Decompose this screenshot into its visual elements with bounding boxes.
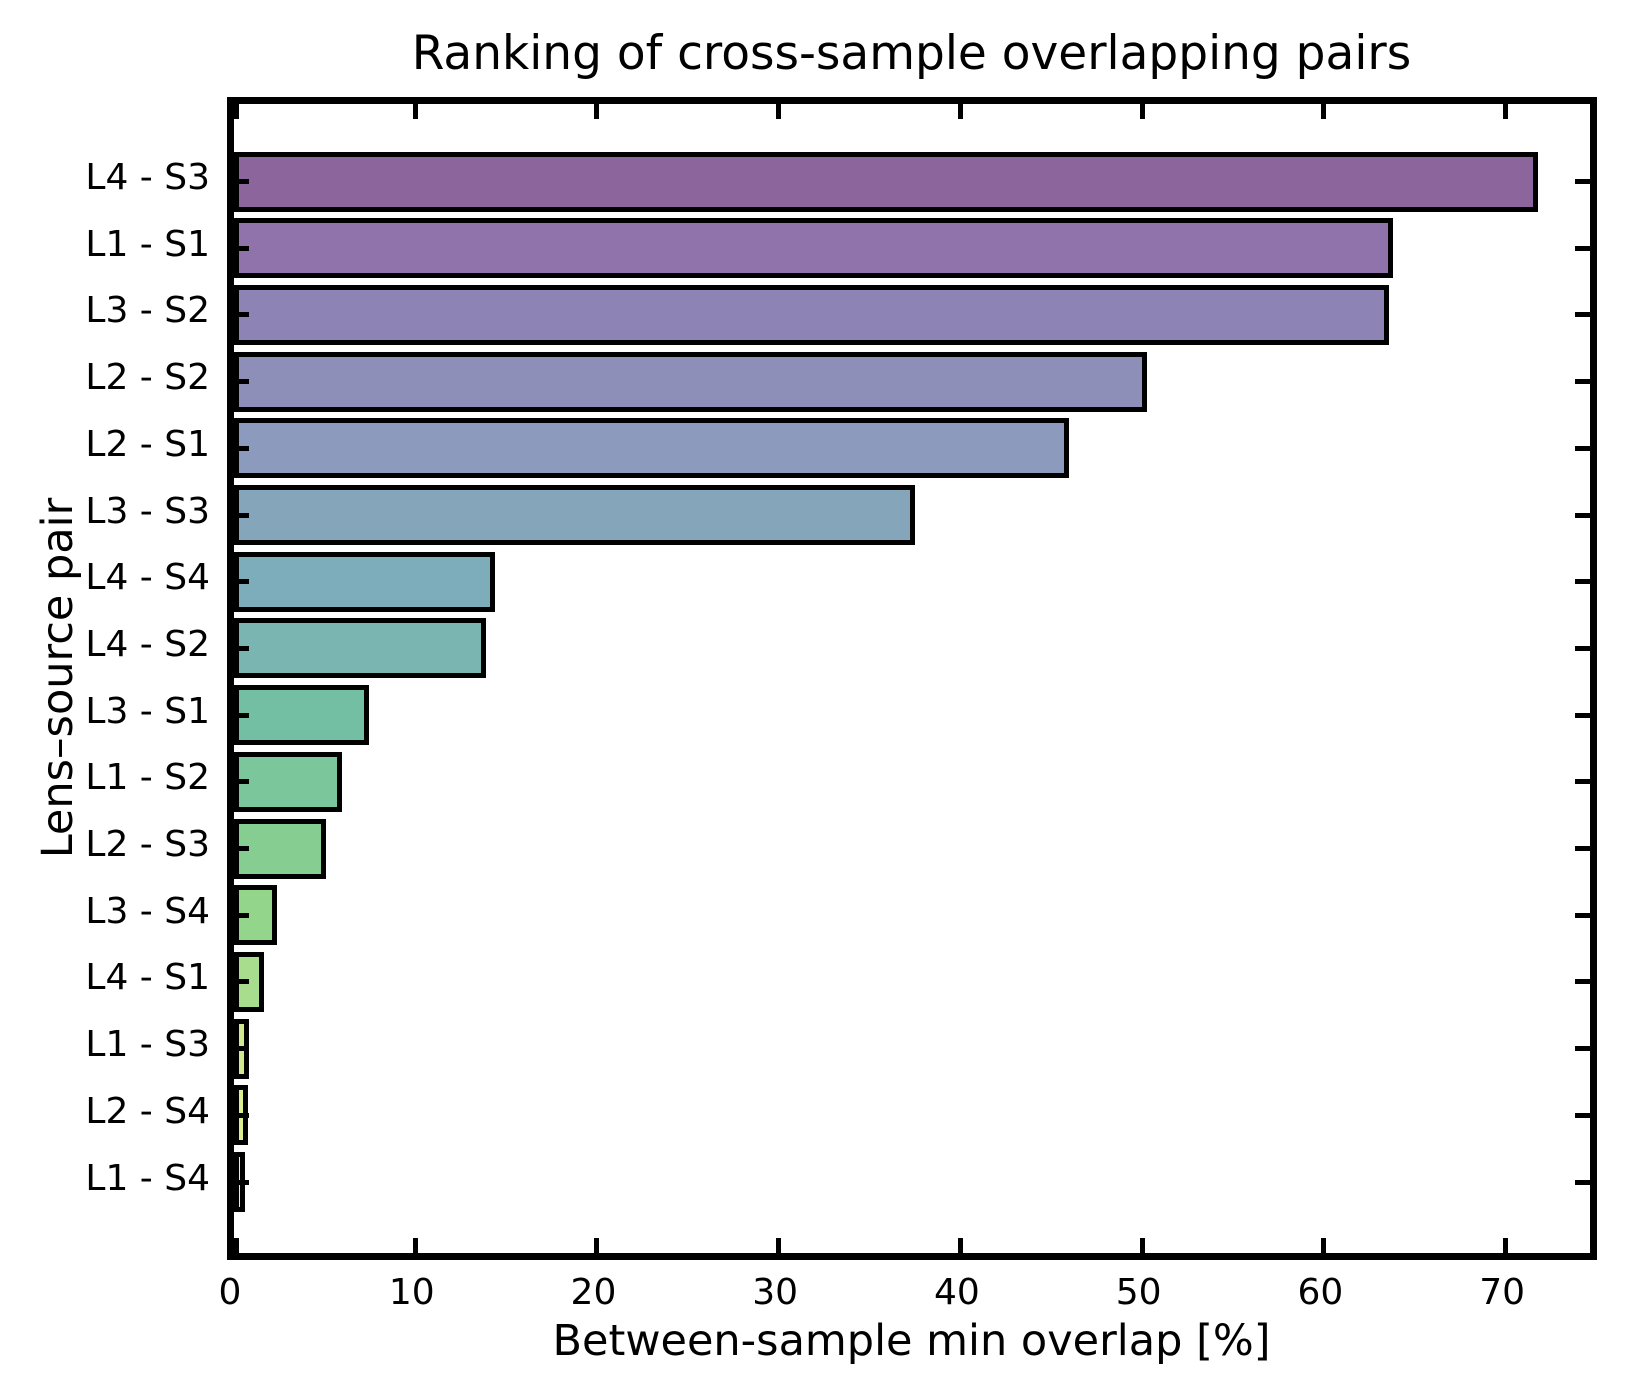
x-tick-label: 0 — [218, 1272, 242, 1313]
bar-L3-S2 — [233, 284, 1389, 345]
x-tick-bottom — [412, 1237, 418, 1253]
y-tick-right — [1574, 445, 1590, 451]
x-tick-label: 40 — [934, 1272, 980, 1313]
bar-L2-S2 — [233, 351, 1148, 412]
x-tick-top — [594, 103, 600, 119]
y-tick-label: L4 - S2 — [85, 623, 210, 665]
y-tick-right — [1574, 1112, 1590, 1118]
x-tick-bottom — [1321, 1237, 1327, 1253]
y-tick-right — [1574, 979, 1590, 985]
y-tick-label: L1 - S1 — [85, 223, 210, 265]
y-tick-left — [233, 445, 249, 451]
bar-L3-S1 — [233, 685, 370, 746]
bar-L2-S1 — [233, 418, 1070, 479]
y-tick-label: L3 - S4 — [85, 890, 210, 932]
bar-L4-S2 — [233, 618, 486, 679]
x-tick-top — [776, 103, 782, 119]
x-tick-top — [1503, 103, 1509, 119]
y-tick-left — [233, 1112, 249, 1118]
x-tick-label: 30 — [752, 1272, 799, 1313]
x-tick-label: 20 — [570, 1272, 617, 1313]
y-tick-left — [233, 379, 249, 385]
y-tick-right — [1574, 1179, 1590, 1185]
y-tick-label: L4 - S1 — [85, 957, 210, 999]
y-tick-left — [233, 1046, 249, 1052]
y-tick-right — [1574, 645, 1590, 651]
y-tick-right — [1574, 312, 1590, 318]
y-tick-left — [233, 179, 249, 184]
y-tick-right — [1574, 712, 1590, 718]
y-tick-left — [233, 312, 249, 318]
y-tick-right — [1574, 846, 1590, 851]
y-tick-left — [233, 645, 249, 651]
y-tick-label: L1 - S2 — [85, 757, 210, 799]
x-axis-label: Between-sample min overlap [%] — [552, 1316, 1271, 1366]
y-tick-left — [233, 846, 249, 851]
x-tick-bottom — [776, 1237, 782, 1253]
x-tick-label: 60 — [1297, 1272, 1344, 1313]
bar-L4-S3 — [233, 151, 1538, 212]
y-tick-left — [233, 512, 249, 518]
bar-L1-S2 — [233, 751, 343, 812]
chart-title: Ranking of cross-sample overlapping pair… — [411, 26, 1412, 81]
y-tick-label: L1 - S3 — [85, 1024, 210, 1066]
y-tick-right — [1574, 379, 1590, 385]
y-tick-right — [1574, 1046, 1590, 1052]
x-tick-top — [1139, 103, 1145, 119]
y-tick-right — [1574, 245, 1590, 251]
x-tick-bottom — [957, 1237, 963, 1253]
x-tick-top — [957, 103, 963, 119]
y-tick-label: L2 - S3 — [85, 824, 210, 865]
y-tick-left — [233, 779, 249, 785]
x-tick-bottom — [594, 1237, 600, 1253]
x-tick-bottom — [233, 1237, 239, 1253]
y-tick-right — [1574, 912, 1590, 918]
y-tick-right — [1574, 512, 1590, 518]
y-tick-right — [1574, 779, 1590, 785]
x-tick-top — [1321, 103, 1327, 119]
y-tick-left — [233, 912, 249, 918]
x-tick-top — [233, 103, 239, 119]
y-tick-left — [233, 712, 249, 718]
y-tick-label: L2 - S1 — [85, 423, 210, 465]
y-tick-right — [1574, 179, 1590, 184]
y-tick-label: L3 - S1 — [85, 690, 210, 732]
y-tick-label: L3 - S2 — [85, 290, 210, 332]
y-tick-left — [233, 245, 249, 251]
x-tick-label: 10 — [388, 1272, 435, 1313]
bar-L4-S4 — [233, 551, 495, 612]
x-tick-label: 70 — [1479, 1272, 1526, 1313]
plot-area — [226, 96, 1597, 1260]
y-tick-left — [233, 1179, 249, 1185]
x-tick-label: 50 — [1115, 1272, 1162, 1313]
bar-L3-S3 — [233, 485, 915, 545]
y-tick-label: L2 - S2 — [85, 357, 210, 399]
y-tick-label: L3 - S3 — [85, 490, 210, 532]
x-tick-bottom — [1139, 1237, 1145, 1253]
y-tick-label: L2 - S4 — [85, 1090, 210, 1132]
x-tick-bottom — [1503, 1237, 1509, 1253]
bar-L1-S1 — [233, 218, 1393, 279]
y-tick-label: L4 - S3 — [85, 157, 210, 198]
y-tick-label: L1 - S4 — [85, 1157, 210, 1199]
y-tick-right — [1574, 579, 1590, 585]
x-tick-top — [412, 103, 418, 119]
y-axis-label: Lens–source pair — [33, 497, 83, 859]
y-tick-left — [233, 579, 249, 585]
y-tick-label: L4 - S4 — [85, 557, 210, 599]
y-tick-left — [233, 979, 249, 985]
